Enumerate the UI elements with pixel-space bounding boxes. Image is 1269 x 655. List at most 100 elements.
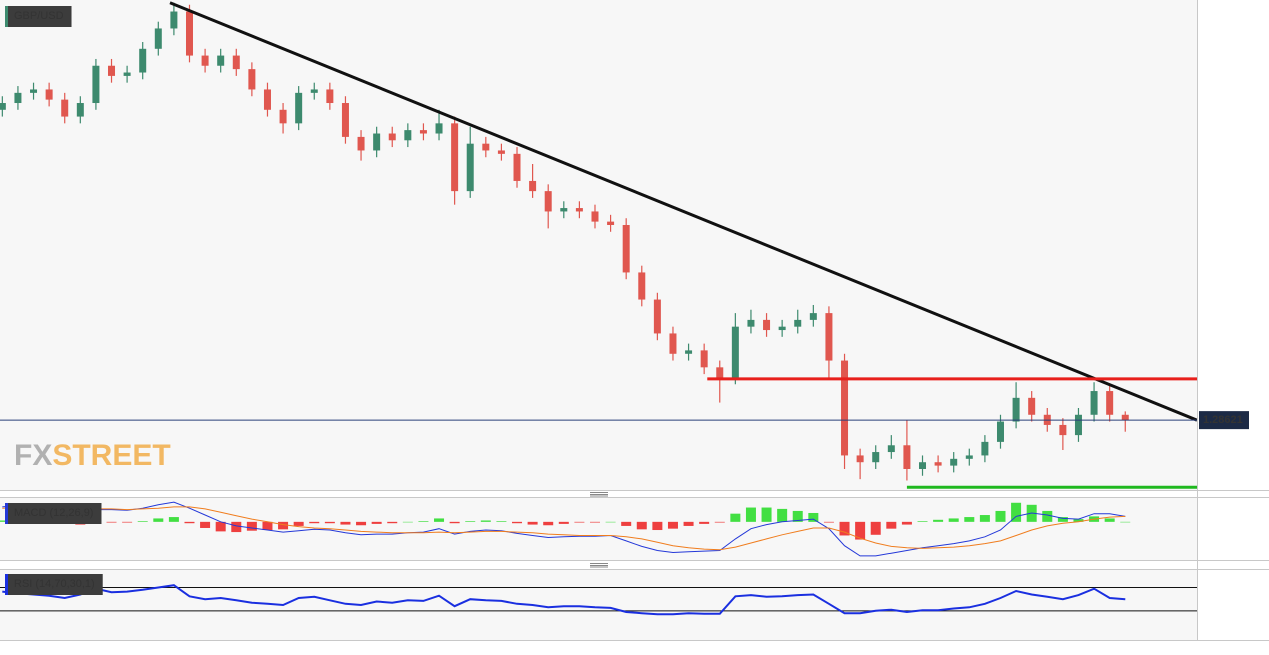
histogram-bar	[558, 521, 569, 524]
candle-body	[529, 180, 537, 192]
histogram-bar	[137, 521, 148, 522]
histogram-bar	[480, 520, 491, 522]
panel-title: RSI (14,70,30,1)	[14, 578, 95, 590]
panel-title: GBP/USD	[14, 10, 64, 22]
histogram-bar	[106, 521, 117, 523]
candle-body	[310, 89, 318, 93]
watermark-part: FX	[14, 439, 52, 472]
candle-body	[388, 133, 396, 141]
histogram-bar	[1104, 518, 1115, 522]
candle-body	[185, 11, 193, 56]
histogram-bar	[699, 521, 710, 524]
candle-body	[669, 333, 677, 354]
candle-body	[14, 92, 22, 104]
histogram-bar	[1073, 519, 1084, 522]
histogram-bar	[200, 521, 211, 528]
candle-body	[653, 299, 661, 334]
candle-body	[778, 326, 786, 331]
histogram-bar	[153, 518, 164, 522]
candle-body	[996, 421, 1004, 442]
histogram-bar	[418, 521, 429, 522]
histogram-bar	[605, 521, 616, 523]
labels: FXSTREET GBP/USD 1.28621 MACD (12,26,9) RSI …	[5, 6, 1249, 595]
candle-body	[747, 319, 755, 327]
histogram-bar	[636, 521, 647, 530]
histogram-bar	[324, 521, 335, 524]
histogram-bar	[855, 521, 866, 540]
candle-body	[919, 462, 927, 469]
histogram-bar	[1042, 510, 1053, 522]
candle-body	[981, 441, 989, 456]
histogram-bar	[387, 521, 398, 524]
candle-body	[466, 143, 474, 192]
histogram-bar	[964, 517, 975, 522]
histogram-bar	[808, 512, 819, 522]
candle-body	[1059, 424, 1067, 436]
histogram-bar	[309, 521, 320, 524]
candle-body	[295, 92, 303, 124]
histogram-bar	[215, 521, 226, 532]
histogram-bar	[667, 521, 678, 529]
candle-body	[700, 350, 708, 368]
histogram-bar	[917, 521, 928, 522]
candle-body	[1028, 397, 1036, 415]
histogram-bar	[122, 521, 133, 523]
candle-body	[201, 55, 209, 66]
candle-body	[965, 455, 973, 459]
candle-body	[685, 350, 693, 354]
candle-body	[731, 326, 739, 378]
histogram-bar	[402, 521, 413, 523]
title-box	[5, 574, 103, 595]
last-price-box	[1199, 411, 1249, 430]
histogram-bar	[340, 521, 351, 525]
histogram-bar	[434, 518, 445, 522]
rsi-panel	[0, 570, 1197, 640]
annotation-line	[169, 1, 1198, 422]
candle-body	[544, 191, 552, 212]
candle-body	[232, 55, 240, 70]
histogram-bar	[1011, 502, 1022, 522]
last-price-label: 1.28621	[1203, 414, 1243, 426]
histogram-bar	[356, 521, 367, 526]
candle-body	[825, 313, 833, 361]
watermark: FXSTREET	[14, 439, 171, 472]
histogram-bar	[761, 507, 772, 522]
candle-body	[248, 69, 256, 90]
histogram-bar	[839, 521, 850, 536]
candle-body	[638, 272, 646, 300]
candle-body	[357, 136, 365, 151]
candle-body	[622, 225, 630, 273]
histogram-bar	[1120, 521, 1131, 523]
candle-body	[0, 103, 6, 110]
title-stripe	[5, 574, 8, 595]
candle-body	[716, 367, 724, 378]
candle-body	[154, 28, 162, 49]
candle-body	[341, 103, 349, 137]
candle-body	[856, 455, 864, 463]
candle-body	[76, 103, 84, 117]
candle-body	[108, 65, 116, 76]
histogram-bar	[745, 507, 756, 522]
candle-body	[326, 89, 334, 104]
candle-body	[30, 89, 38, 93]
candle-body	[841, 360, 849, 456]
histogram-bar	[683, 521, 694, 526]
candle-body	[404, 130, 412, 141]
panel-handles	[590, 492, 608, 568]
histogram-bar	[574, 521, 585, 523]
panel-title: MACD (12,26,9)	[14, 507, 93, 519]
marks	[0, 1, 1198, 616]
candle-body	[139, 48, 147, 73]
histogram-bar	[823, 521, 834, 523]
histogram-bar	[512, 521, 523, 524]
watermark-part: STREET	[52, 439, 170, 472]
candle-body	[591, 211, 599, 222]
histogram-bar	[948, 518, 959, 522]
candle-body	[92, 65, 100, 104]
histogram-bar	[543, 521, 554, 526]
histogram-bar	[231, 521, 242, 533]
candle-body	[950, 458, 958, 466]
title-box	[5, 6, 72, 27]
histogram-bar	[184, 521, 195, 524]
candle-body	[1012, 397, 1020, 422]
